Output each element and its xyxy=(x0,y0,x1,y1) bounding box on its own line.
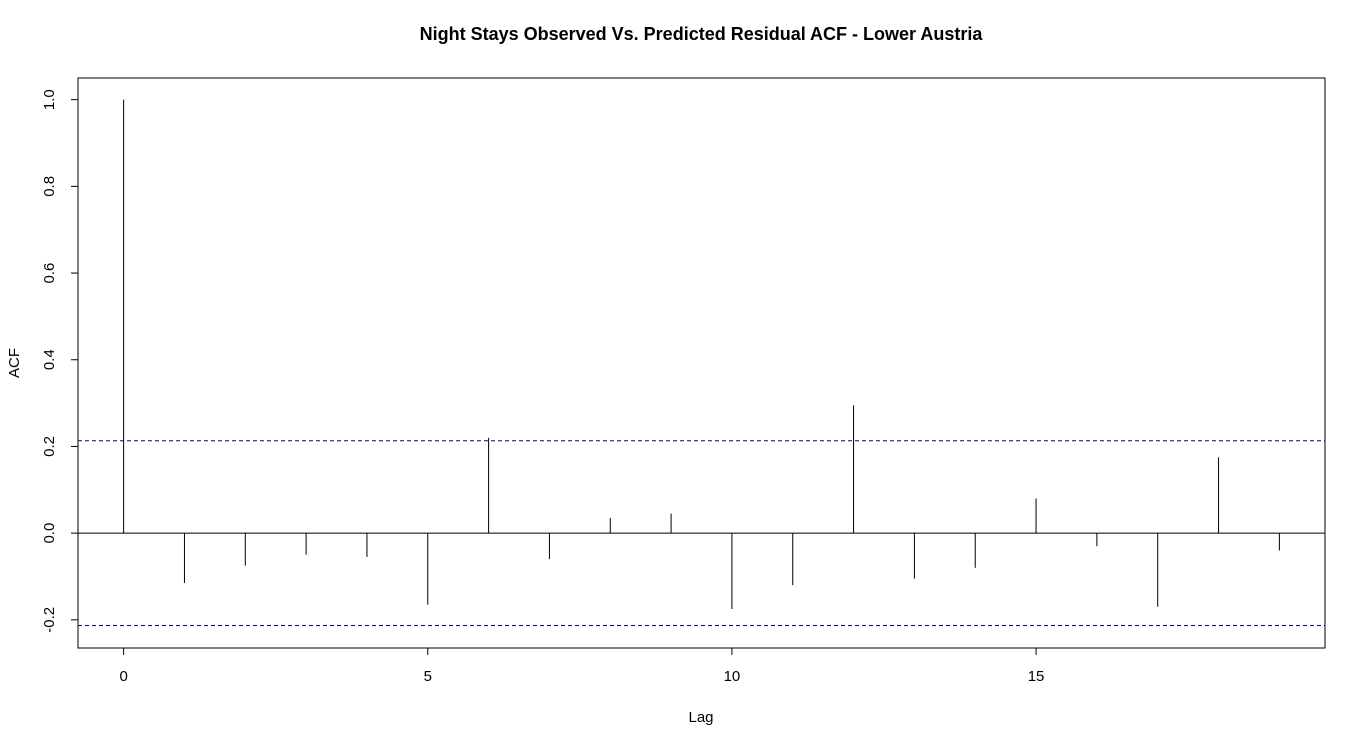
reference-lines xyxy=(78,440,1325,626)
y-tick-label: 0.6 xyxy=(41,263,58,284)
y-tick-label: 0.8 xyxy=(41,176,58,197)
x-tick-label: 15 xyxy=(1028,668,1045,685)
y-tick-label: 1.0 xyxy=(41,89,58,110)
y-axis: -0.2 0.0 0.2 0.4 0.6 0.8 1.0 xyxy=(41,89,78,633)
y-axis-label: ACF xyxy=(6,348,23,378)
y-tick-label: 0.0 xyxy=(41,523,58,544)
x-axis-label: Lag xyxy=(688,709,713,726)
y-tick-label: 0.2 xyxy=(41,436,58,457)
plot-frame xyxy=(77,77,1326,649)
x-tick-label: 10 xyxy=(724,668,741,685)
x-tick-label: 0 xyxy=(119,668,127,685)
x-tick-label: 5 xyxy=(424,668,432,685)
chart-title: Night Stays Observed Vs. Predicted Resid… xyxy=(420,24,984,44)
y-tick-label: -0.2 xyxy=(41,607,58,633)
y-tick-label: 0.4 xyxy=(41,349,58,370)
acf-stems xyxy=(123,99,1280,609)
x-axis: 0 5 10 15 xyxy=(119,648,1044,685)
